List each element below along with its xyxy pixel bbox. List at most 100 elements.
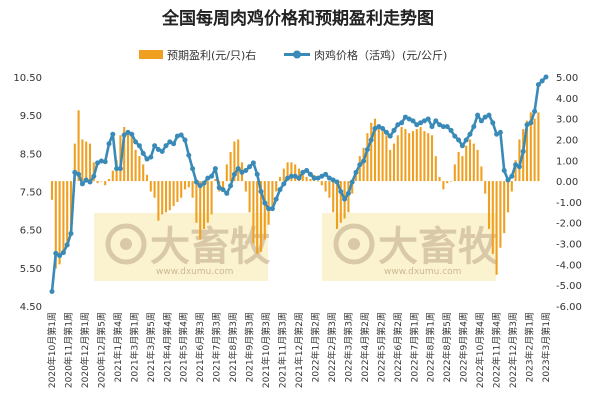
x-tick-label: 2021年5月第4周 <box>178 312 190 382</box>
x-tick-label: 2022年1月第2周 <box>309 312 321 382</box>
x-tick-label: 2021年7月第3周 <box>211 312 223 382</box>
profit-bar <box>316 181 320 182</box>
legend: 预期盈利(元/只)右 肉鸡价格（活鸡）(元/公斤) <box>139 48 447 62</box>
profit-bar <box>100 181 103 182</box>
profit-bar <box>533 118 536 182</box>
price-point <box>399 120 405 126</box>
x-tick-label: 2021年10月第3周 <box>260 312 272 388</box>
price-point <box>532 108 538 114</box>
profit-bar <box>172 181 175 207</box>
price-point <box>513 162 519 168</box>
price-point <box>406 116 412 122</box>
profit-bar <box>457 151 460 182</box>
svg-text:大畜牧: 大畜牧 <box>150 224 271 270</box>
left-tick-label: 5.50 <box>20 264 42 275</box>
profit-bar <box>69 181 73 227</box>
price-point <box>292 173 298 179</box>
price-point <box>224 190 230 196</box>
price-point <box>235 166 241 172</box>
price-point <box>167 139 173 145</box>
profit-bar <box>297 168 301 182</box>
price-point <box>425 116 431 122</box>
x-tick-label: 2020年12月第1周 <box>79 312 91 388</box>
price-point <box>247 164 253 170</box>
profit-bar <box>58 181 61 265</box>
price-point <box>273 196 279 202</box>
profit-bar <box>370 122 373 182</box>
price-point <box>254 171 260 177</box>
profit-bar <box>214 179 217 182</box>
profit-bar <box>537 112 540 182</box>
profit-bar <box>373 118 377 182</box>
price-point <box>110 131 116 137</box>
price-point <box>212 166 218 172</box>
profit-bar <box>419 126 422 182</box>
profit-bar <box>476 149 479 182</box>
x-tick-label: 2021年3月第1周 <box>128 312 140 382</box>
price-point <box>76 171 82 177</box>
profit-bar <box>66 181 69 246</box>
profit-bar <box>377 124 380 182</box>
price-point <box>475 112 481 118</box>
price-point <box>117 166 123 172</box>
profit-bar <box>96 181 99 184</box>
price-point <box>410 118 416 124</box>
profit-bar <box>81 139 84 182</box>
price-point <box>266 206 272 212</box>
x-tick-label: 2022年10月第4周 <box>474 312 486 388</box>
left-tick-label: 6.50 <box>20 226 42 237</box>
profit-bar <box>491 181 494 254</box>
price-point <box>315 175 321 181</box>
x-tick-label: 2020年12月第5周 <box>95 312 107 388</box>
profit-bar <box>168 181 171 211</box>
x-tick-label: 2022年5月第2周 <box>375 312 387 382</box>
price-point <box>106 141 112 147</box>
price-point <box>444 124 450 130</box>
price-point <box>140 150 146 156</box>
x-tick-label: 2022年8月第5周 <box>441 312 453 382</box>
profit-bar <box>472 143 475 182</box>
profit-bar <box>480 166 483 182</box>
price-point <box>64 242 70 248</box>
right-axis: 5.00 4.00 3.00 2.00 1.00 0.00 -1.00 -2.00 -3.00 -… <box>556 73 582 313</box>
price-point <box>345 190 351 196</box>
price-point <box>49 288 55 294</box>
price-point <box>486 112 492 118</box>
price-point <box>516 164 522 170</box>
x-tick-label: 2021年6月第3周 <box>194 312 206 382</box>
price-point <box>414 122 420 128</box>
right-tick-label: 3.00 <box>556 115 578 126</box>
price-point <box>323 171 329 177</box>
price-point <box>330 177 336 183</box>
price-point <box>376 124 382 130</box>
price-point <box>285 175 291 181</box>
profit-bar <box>187 181 190 188</box>
price-point <box>148 154 154 160</box>
profit-bar <box>221 181 225 192</box>
profit-bar <box>442 181 445 190</box>
price-point <box>144 156 150 162</box>
price-point <box>311 175 317 181</box>
profit-bar <box>111 170 114 182</box>
profit-bar <box>324 181 327 192</box>
price-point <box>178 132 184 138</box>
price-point <box>520 148 526 154</box>
right-tick-label: 0.00 <box>556 177 578 188</box>
profit-bar <box>77 110 80 182</box>
left-tick-label: 7.50 <box>20 188 42 199</box>
price-point <box>159 148 165 154</box>
price-point <box>448 127 454 133</box>
price-point <box>262 200 268 206</box>
price-point <box>182 137 188 143</box>
price-point <box>326 175 332 181</box>
x-tick-label: 2021年11月第3周 <box>277 312 289 388</box>
price-point <box>281 181 287 187</box>
price-point <box>528 120 534 126</box>
price-point <box>342 196 348 202</box>
svg-text:www.dxumu.com: www.dxumu.com <box>156 267 233 277</box>
price-point <box>349 179 355 185</box>
x-tick-label: 2021年9月第3周 <box>244 312 256 382</box>
x-axis: 2020年10月第1周 2020年11月第1周 2020年12月第1周 2020年12… <box>46 312 552 388</box>
x-tick-label: 2022年3月第3周 <box>342 312 354 382</box>
profit-bar <box>423 131 426 182</box>
